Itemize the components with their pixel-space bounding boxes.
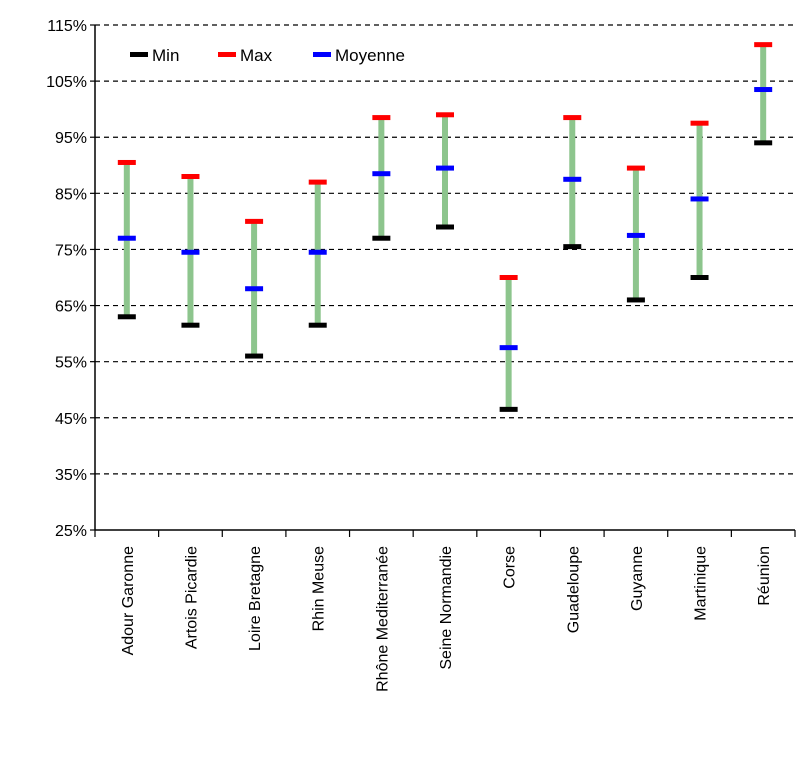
moyenne-marker xyxy=(690,196,709,202)
moyenne-marker xyxy=(754,87,773,93)
range-marks xyxy=(117,42,773,412)
min-marker xyxy=(499,406,518,412)
min-marker xyxy=(626,297,645,303)
moyenne-marker xyxy=(499,345,518,351)
legend-swatch-moyenne xyxy=(313,52,331,57)
y-tick-label: 55% xyxy=(55,355,87,372)
min-marker xyxy=(117,314,136,320)
y-tick-label: 75% xyxy=(55,242,87,259)
min-marker xyxy=(308,322,327,328)
category-label: Seine Normandie xyxy=(438,546,455,670)
moyenne-marker xyxy=(626,232,645,238)
legend-swatch-min xyxy=(130,52,148,57)
axes xyxy=(94,25,795,531)
legend-label-min: Min xyxy=(152,46,179,65)
category-label: Guadeloupe xyxy=(565,546,582,633)
max-marker xyxy=(372,115,391,121)
moyenne-marker xyxy=(308,249,327,255)
y-tick-labels: 25% 35% 45% 55% 65% 75% 85% 95% 105% 115% xyxy=(46,18,87,540)
min-marker xyxy=(245,353,264,359)
moyenne-marker xyxy=(563,176,582,182)
moyenne-marker xyxy=(436,165,454,171)
category-label: Réunion xyxy=(756,546,773,606)
y-tick-label: 25% xyxy=(55,523,87,540)
max-marker xyxy=(499,275,518,280)
min-marker xyxy=(690,275,709,280)
y-tick-label: 65% xyxy=(55,299,87,316)
category-label: Rhône Mediterranée xyxy=(374,546,391,692)
gridlines xyxy=(90,24,795,531)
category-label: Martinique xyxy=(693,546,710,621)
moyenne-marker xyxy=(372,171,391,177)
max-marker xyxy=(181,174,200,179)
max-marker xyxy=(308,179,327,185)
min-marker xyxy=(181,322,200,328)
category-label: Rhin Meuse xyxy=(311,546,328,631)
max-marker xyxy=(754,42,773,48)
y-tick-label: 35% xyxy=(55,467,87,484)
moyenne-marker xyxy=(245,286,264,292)
category-label: Adour Garonne xyxy=(120,546,137,656)
legend-label-moyenne: Moyenne xyxy=(335,46,405,65)
max-marker xyxy=(690,120,709,126)
category-label: Loire Bretagne xyxy=(247,546,264,651)
category-labels: Adour Garonne Artois Picardie Loire Bretag… xyxy=(120,546,773,692)
y-tick-label: 85% xyxy=(55,186,87,203)
category-label: Corse xyxy=(502,546,519,589)
x-tick-marks xyxy=(94,530,796,537)
max-marker xyxy=(117,159,136,165)
max-marker xyxy=(245,218,264,224)
category-label: Guyanne xyxy=(629,546,646,611)
y-tick-label: 105% xyxy=(46,74,87,91)
min-marker xyxy=(754,140,773,146)
moyenne-marker xyxy=(117,235,136,241)
min-marker xyxy=(436,224,454,230)
min-marker xyxy=(372,235,391,241)
y-tick-label: 115% xyxy=(47,18,87,35)
min-marker xyxy=(563,244,582,250)
category-label: Artois Picardie xyxy=(183,546,200,649)
max-marker xyxy=(436,112,454,118)
legend: Min Max Moyenne xyxy=(130,46,405,65)
legend-label-max: Max xyxy=(240,46,273,65)
y-tick-label: 95% xyxy=(55,130,87,147)
y-tick-label: 45% xyxy=(55,411,87,428)
moyenne-marker xyxy=(181,249,200,255)
max-marker xyxy=(626,165,645,171)
max-marker xyxy=(563,115,582,121)
legend-swatch-max xyxy=(218,52,236,57)
